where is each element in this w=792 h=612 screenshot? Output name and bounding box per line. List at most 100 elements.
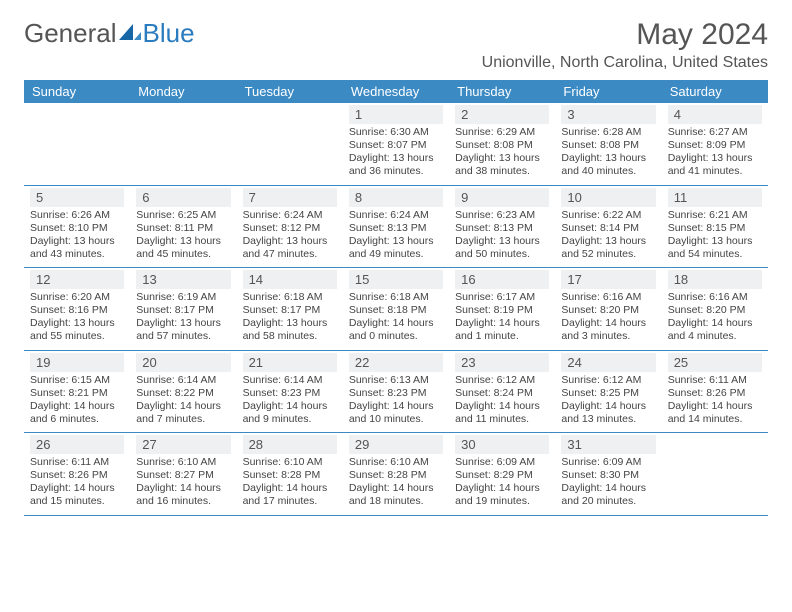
day-number: 1 [349, 105, 443, 124]
cell-line: Sunset: 8:20 PM [561, 304, 655, 317]
cell-line: Sunset: 8:19 PM [455, 304, 549, 317]
day-number: 3 [561, 105, 655, 124]
cell-line: Sunset: 8:15 PM [668, 222, 762, 235]
cell-line: Sunset: 8:13 PM [455, 222, 549, 235]
cell-line: and 54 minutes. [668, 248, 762, 261]
cell-line: Sunset: 8:23 PM [349, 387, 443, 400]
cell-line: and 45 minutes. [136, 248, 230, 261]
header: General Blue May 2024 Unionville, North … [24, 18, 768, 72]
cell-line: and 10 minutes. [349, 413, 443, 426]
cell-line: Daylight: 14 hours [136, 482, 230, 495]
cell-body: Sunrise: 6:13 AMSunset: 8:23 PMDaylight:… [349, 372, 443, 427]
cell-line: Sunset: 8:27 PM [136, 469, 230, 482]
cell-line: Sunrise: 6:12 AM [455, 374, 549, 387]
cell-line: Daylight: 13 hours [455, 152, 549, 165]
calendar-cell: 21Sunrise: 6:14 AMSunset: 8:23 PMDayligh… [237, 351, 343, 433]
cell-line: Daylight: 13 hours [668, 235, 762, 248]
day-number: 13 [136, 270, 230, 289]
calendar-cell: 8Sunrise: 6:24 AMSunset: 8:13 PMDaylight… [343, 186, 449, 268]
day-number: 15 [349, 270, 443, 289]
day-number: 5 [30, 188, 124, 207]
cell-body: Sunrise: 6:27 AMSunset: 8:09 PMDaylight:… [668, 124, 762, 179]
calendar-cell: 14Sunrise: 6:18 AMSunset: 8:17 PMDayligh… [237, 268, 343, 350]
cell-line: and 15 minutes. [30, 495, 124, 508]
logo-text-blue: Blue [143, 18, 195, 49]
cell-line: Sunrise: 6:14 AM [243, 374, 337, 387]
day-number: 20 [136, 353, 230, 372]
calendar-cell: 18Sunrise: 6:16 AMSunset: 8:20 PMDayligh… [662, 268, 768, 350]
cell-line: and 20 minutes. [561, 495, 655, 508]
cell-line: and 50 minutes. [455, 248, 549, 261]
cell-line: and 52 minutes. [561, 248, 655, 261]
cell-line: Sunrise: 6:10 AM [349, 456, 443, 469]
day-number: 18 [668, 270, 762, 289]
cell-line: Daylight: 13 hours [561, 235, 655, 248]
cell-body: Sunrise: 6:19 AMSunset: 8:17 PMDaylight:… [136, 289, 230, 344]
cell-body: Sunrise: 6:10 AMSunset: 8:27 PMDaylight:… [136, 454, 230, 509]
cell-body: Sunrise: 6:09 AMSunset: 8:29 PMDaylight:… [455, 454, 549, 509]
cell-line: Sunset: 8:22 PM [136, 387, 230, 400]
day-header-cell: Friday [555, 80, 661, 103]
cell-line: Sunrise: 6:13 AM [349, 374, 443, 387]
day-number: 24 [561, 353, 655, 372]
cell-line: and 47 minutes. [243, 248, 337, 261]
cell-line: Sunset: 8:14 PM [561, 222, 655, 235]
cell-line: Daylight: 14 hours [668, 400, 762, 413]
cell-body: Sunrise: 6:09 AMSunset: 8:30 PMDaylight:… [561, 454, 655, 509]
day-number: 22 [349, 353, 443, 372]
calendar-cell [662, 433, 768, 515]
cell-line: Daylight: 14 hours [561, 400, 655, 413]
cell-body: Sunrise: 6:12 AMSunset: 8:24 PMDaylight:… [455, 372, 549, 427]
cell-line: and 55 minutes. [30, 330, 124, 343]
cell-line: Daylight: 13 hours [243, 317, 337, 330]
logo-sail-icon [119, 18, 141, 49]
calendar-cell: 7Sunrise: 6:24 AMSunset: 8:12 PMDaylight… [237, 186, 343, 268]
calendar-cell: 1Sunrise: 6:30 AMSunset: 8:07 PMDaylight… [343, 103, 449, 185]
cell-line: Sunrise: 6:24 AM [349, 209, 443, 222]
day-number: 12 [30, 270, 124, 289]
day-header-cell: Sunday [24, 80, 130, 103]
calendar-cell: 6Sunrise: 6:25 AMSunset: 8:11 PMDaylight… [130, 186, 236, 268]
cell-line: Sunrise: 6:26 AM [30, 209, 124, 222]
day-number [243, 105, 337, 124]
day-number [136, 105, 230, 124]
cell-body: Sunrise: 6:18 AMSunset: 8:18 PMDaylight:… [349, 289, 443, 344]
cell-line: Sunset: 8:21 PM [30, 387, 124, 400]
day-number: 11 [668, 188, 762, 207]
cell-body: Sunrise: 6:24 AMSunset: 8:13 PMDaylight:… [349, 207, 443, 262]
calendar-cell [237, 103, 343, 185]
cell-line: Sunrise: 6:17 AM [455, 291, 549, 304]
cell-line: and 41 minutes. [668, 165, 762, 178]
cell-line: and 14 minutes. [668, 413, 762, 426]
day-number: 23 [455, 353, 549, 372]
cell-line: Sunset: 8:07 PM [349, 139, 443, 152]
calendar: SundayMondayTuesdayWednesdayThursdayFrid… [24, 80, 768, 516]
day-number: 17 [561, 270, 655, 289]
cell-line: Sunset: 8:28 PM [243, 469, 337, 482]
cell-line: and 17 minutes. [243, 495, 337, 508]
day-number [668, 435, 762, 454]
day-header-cell: Saturday [662, 80, 768, 103]
cell-line: Sunset: 8:12 PM [243, 222, 337, 235]
cell-line: Sunset: 8:11 PM [136, 222, 230, 235]
cell-line: Daylight: 14 hours [30, 400, 124, 413]
calendar-cell: 2Sunrise: 6:29 AMSunset: 8:08 PMDaylight… [449, 103, 555, 185]
cell-line: Sunrise: 6:14 AM [136, 374, 230, 387]
cell-line: Daylight: 14 hours [349, 400, 443, 413]
cell-line: and 58 minutes. [243, 330, 337, 343]
cell-line: Sunset: 8:17 PM [136, 304, 230, 317]
cell-line: Sunrise: 6:10 AM [136, 456, 230, 469]
day-number: 26 [30, 435, 124, 454]
calendar-cell: 9Sunrise: 6:23 AMSunset: 8:13 PMDaylight… [449, 186, 555, 268]
cell-body: Sunrise: 6:14 AMSunset: 8:23 PMDaylight:… [243, 372, 337, 427]
calendar-cell: 20Sunrise: 6:14 AMSunset: 8:22 PMDayligh… [130, 351, 236, 433]
cell-line: and 49 minutes. [349, 248, 443, 261]
cell-line: and 57 minutes. [136, 330, 230, 343]
cell-line: Sunset: 8:30 PM [561, 469, 655, 482]
calendar-cell: 27Sunrise: 6:10 AMSunset: 8:27 PMDayligh… [130, 433, 236, 515]
cell-line: Sunrise: 6:27 AM [668, 126, 762, 139]
day-number [30, 105, 124, 124]
logo-text-general: General [24, 18, 117, 49]
day-header-cell: Thursday [449, 80, 555, 103]
cell-line: Daylight: 13 hours [349, 152, 443, 165]
